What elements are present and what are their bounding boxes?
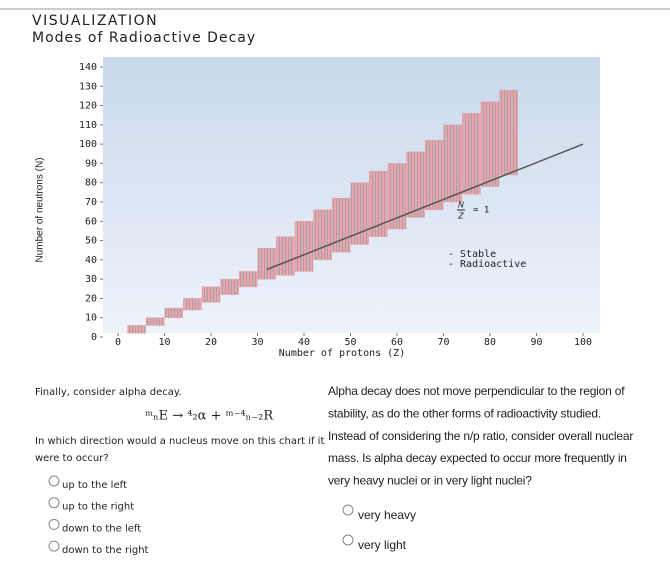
y-tick-label: 130 <box>79 81 97 92</box>
question-line: very heavy nuclei or in very light nucle… <box>328 473 532 487</box>
option-label[interactable]: very heavy <box>358 508 416 522</box>
band-column <box>201 286 221 303</box>
band-column <box>369 170 388 237</box>
band-column <box>462 113 481 195</box>
option-label[interactable]: up to the left <box>62 480 127 491</box>
radio-button[interactable] <box>342 504 354 516</box>
question-line: Alpha decay does not move perpendicular … <box>328 384 625 398</box>
questions: Finally, consider alpha decay. ᵐₙE → ⁴₂α … <box>35 384 634 556</box>
y-tick-label: 60 <box>85 216 97 227</box>
subtitle: Modes of Radioactive Decay <box>32 30 256 46</box>
y-tick-label: 110 <box>79 120 97 131</box>
y-tick-label: 70 <box>85 197 97 208</box>
radio-button[interactable] <box>48 540 60 552</box>
reference-line <box>266 143 584 271</box>
x-tick-label: 0 <box>115 337 121 348</box>
y-tick-label: 50 <box>85 236 97 247</box>
y-tick-label: 40 <box>85 255 97 266</box>
question-line: stability, as do the other forms of radi… <box>328 406 601 420</box>
x-tick-label: 50 <box>344 337 356 348</box>
legend-entry: - Radioactive <box>448 259 526 270</box>
band-column <box>276 236 295 276</box>
y-tick-label: 20 <box>85 293 97 304</box>
y-tick-label: 10 <box>85 313 97 324</box>
x-tick-label: 20 <box>205 337 217 348</box>
title: VISUALIZATION <box>32 13 158 29</box>
x-tick-label: 10 <box>158 337 170 348</box>
band-column <box>238 271 258 288</box>
question-line: mass. Is alpha decay expected to occur m… <box>328 451 627 465</box>
x-tick-label: 70 <box>437 337 449 348</box>
band-column <box>499 89 518 176</box>
question-line: Instead of considering the n/p ratio, co… <box>328 429 633 443</box>
x-tick-label: 90 <box>530 337 542 348</box>
y-tick-label: 120 <box>79 101 97 112</box>
band-column <box>480 101 500 187</box>
y-axis-label: Number of neutrons (N) <box>35 157 46 262</box>
chart: 0 10 20 30 40 50 60 70 80 90 100 0 10 20 30 40 50 60 70 80 9… <box>35 62 592 359</box>
option-label[interactable]: down to the left <box>62 523 141 534</box>
y-tick-label: 100 <box>79 139 97 150</box>
option-label[interactable]: very light <box>358 538 407 552</box>
ratio-eq: = 1 <box>473 206 489 216</box>
question-line: In which direction would a nucleus move … <box>35 436 324 447</box>
band-column <box>313 209 332 261</box>
band-column <box>443 124 463 203</box>
y-tick-label: 90 <box>85 158 97 169</box>
option-label[interactable]: down to the right <box>62 545 149 556</box>
ratio-n: N <box>458 201 464 210</box>
band-column <box>294 221 314 272</box>
band-column <box>183 298 202 311</box>
radio-button[interactable] <box>48 518 60 530</box>
band-column <box>406 151 425 218</box>
y-tick-label: 140 <box>79 62 97 73</box>
band-column <box>350 182 370 245</box>
radio-button[interactable] <box>342 534 354 546</box>
x-tick-label: 100 <box>574 337 592 348</box>
y-tick-label: 80 <box>85 178 97 189</box>
option-label[interactable]: up to the right <box>62 502 134 513</box>
y-tick-label: 30 <box>85 274 97 285</box>
x-tick-label: 60 <box>391 337 403 348</box>
x-tick-label: 30 <box>251 337 263 348</box>
band-column <box>127 325 146 334</box>
x-tick-label: 40 <box>298 337 310 348</box>
question-line: were to occur? <box>35 453 109 464</box>
y-tick-label: 0 <box>91 332 97 343</box>
band-column <box>164 307 184 318</box>
band-column <box>257 248 277 280</box>
ratio-z: Z <box>457 212 464 221</box>
band-column <box>145 317 165 326</box>
radio-button[interactable] <box>48 497 60 509</box>
equation: ᵐₙE → ⁴₂α + ᵐ⁻⁴ₙ₋₂R <box>145 409 274 424</box>
radio-button[interactable] <box>48 475 60 487</box>
x-tick-label: 80 <box>484 337 496 348</box>
band-column <box>331 197 351 253</box>
intro: Finally, consider alpha decay. <box>35 387 182 398</box>
x-axis-label: Number of protons (Z) <box>279 348 405 359</box>
legend-entry: - Stable <box>448 249 496 260</box>
band-column <box>387 163 407 230</box>
band-column <box>424 140 444 210</box>
band-column <box>220 278 239 295</box>
